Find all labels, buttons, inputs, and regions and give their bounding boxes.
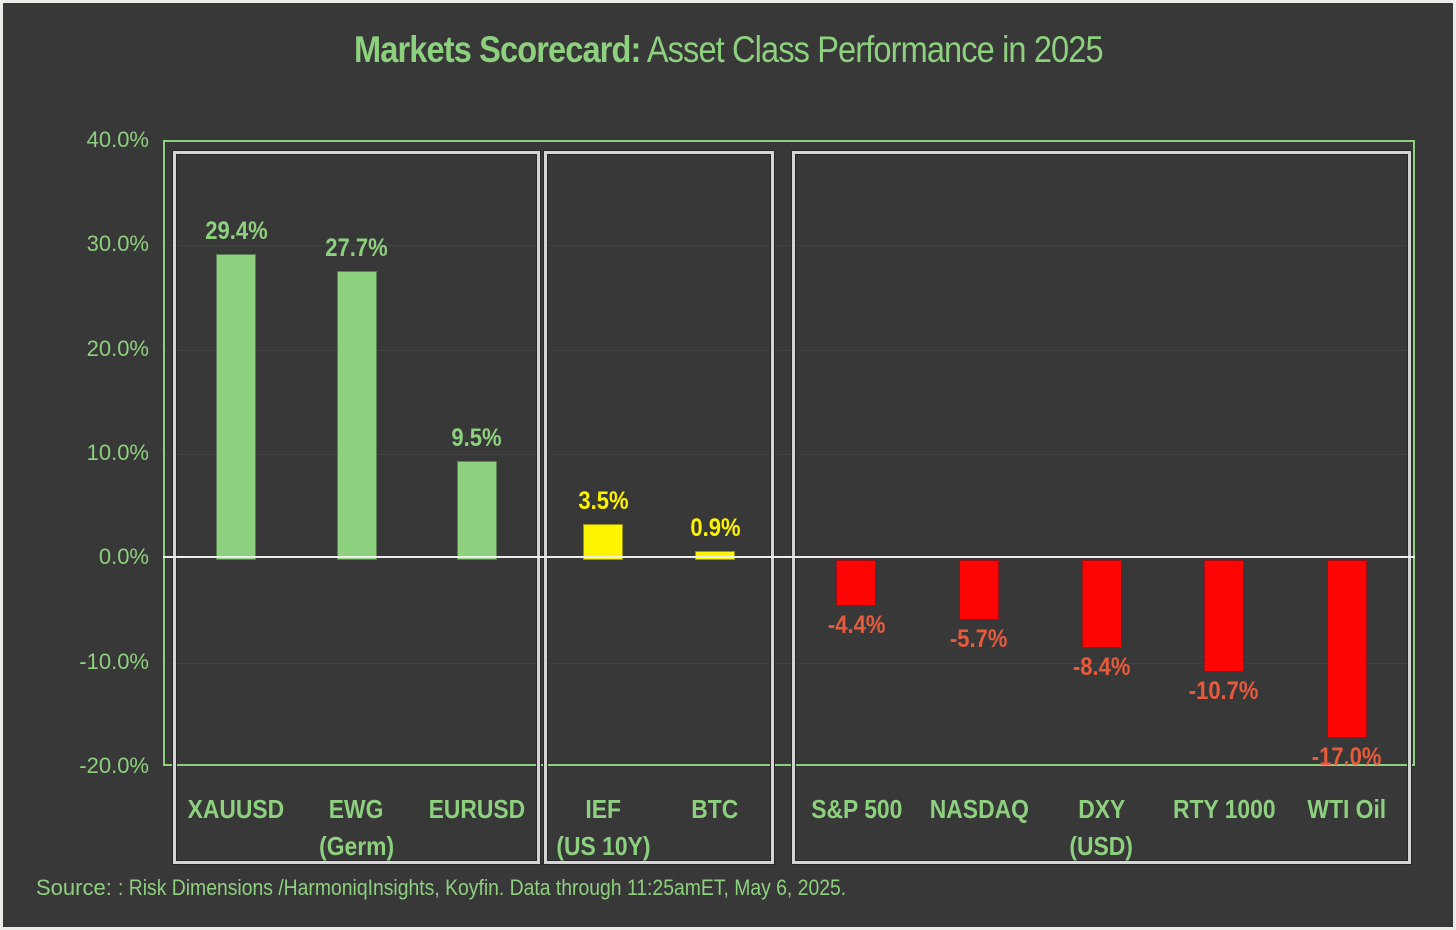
category-line1: IEF	[547, 791, 659, 828]
y-tick-label: -20.0%	[79, 753, 149, 778]
category-label: S&P 500	[795, 791, 918, 828]
y-tick-label: 30.0%	[86, 231, 149, 257]
y-tick-label: 0.0%	[98, 544, 149, 570]
bar-value-label: 0.9%	[645, 513, 785, 543]
category-label: EWG (Germ)	[296, 791, 416, 865]
category-line2: (US 10Y)	[547, 828, 659, 865]
category-label: NASDAQ	[918, 791, 1041, 828]
bar-value-text: -5.7%	[950, 624, 1008, 653]
chart-title-bold: Markets Scorecard:	[353, 29, 641, 70]
source-label: Source:	[36, 875, 118, 900]
category-line1: RTY 1000	[1163, 791, 1286, 828]
bar-dxy	[1081, 560, 1122, 648]
category-label: WTI Oil	[1285, 791, 1408, 828]
category-line1: DXY	[1040, 791, 1163, 828]
bar-value-text: 9.5%	[451, 424, 502, 453]
panel-bonds-crypto: 3.5% IEF (US 10Y) 0.9% BTC	[544, 151, 774, 864]
gridline	[165, 245, 1413, 247]
category-line1: BTC	[659, 791, 771, 828]
category-label: BTC	[659, 791, 771, 828]
bar-wti-oil	[1326, 560, 1367, 738]
category-label: EURUSD	[417, 791, 537, 828]
category-ticker-text: EWG	[329, 794, 384, 824]
bar-value-text: -4.4%	[827, 611, 886, 640]
bar-value-text: 3.5%	[577, 486, 629, 515]
source-text: : Risk Dimensions /HarmoniqInsights, Koy…	[117, 875, 847, 900]
bar-value-label: -8.4%	[1032, 652, 1172, 682]
category-ticker-text: S&P 500	[810, 794, 902, 824]
category-ticker-text: IEF	[585, 794, 621, 824]
bar-eurusd	[456, 461, 497, 561]
bar-btc	[695, 550, 735, 561]
bar-ief	[583, 523, 623, 561]
category-ticker-text: EURUSD	[428, 794, 526, 824]
bar-value-text: -8.4%	[1072, 652, 1131, 681]
chart-title: Markets Scorecard: Asset Class Performan…	[3, 29, 1453, 71]
y-tick-label: 20.0%	[86, 335, 149, 361]
bar-xauusd	[216, 253, 257, 561]
category-ticker-text: BTC	[691, 794, 739, 824]
bar-value-label: 9.5%	[407, 423, 547, 453]
category-line1: EWG	[296, 791, 416, 828]
category-line1: NASDAQ	[918, 791, 1041, 828]
panel-gold-intl-fx: 29.4% XAUUSD 27.7% EWG (Germ) 9.5% EURUSD	[173, 151, 540, 864]
category-line2: (USD)	[1040, 828, 1163, 865]
gridline	[165, 662, 1413, 664]
bar-value-label: -17.0%	[1277, 742, 1417, 772]
bar-value-text: -10.7%	[1189, 676, 1259, 705]
bar-value-text: 27.7%	[325, 234, 388, 263]
bar-value-text: 0.9%	[689, 513, 741, 542]
category-line2: (Germ)	[296, 828, 416, 865]
bar-value-label: -10.7%	[1154, 676, 1294, 706]
bar-value-text: -17.0%	[1311, 742, 1382, 771]
bar-value-label: 29.4%	[166, 216, 306, 246]
gridline	[165, 454, 1413, 455]
category-label: XAUUSD	[176, 791, 296, 828]
category-line1: EURUSD	[417, 791, 537, 828]
y-tick-label: 10.0%	[86, 440, 149, 465]
bar-value-text: 29.4%	[204, 216, 268, 245]
category-label: RTY 1000	[1163, 791, 1286, 828]
bar-value-label: -5.7%	[909, 624, 1049, 654]
category-subtext: (Germ)	[318, 831, 394, 861]
zero-baseline	[163, 556, 1415, 559]
bar-ewg	[336, 271, 377, 561]
category-line1: XAUUSD	[176, 791, 296, 828]
category-label: IEF (US 10Y)	[547, 791, 659, 865]
category-line1: WTI Oil	[1285, 791, 1408, 828]
panel-us-equities-dollar-oil: -4.4% S&P 500 -5.7% NASDAQ -8.4% DXY (USD) -10.…	[792, 151, 1411, 864]
source-note: Source: : Risk Dimensions /HarmoniqInsig…	[36, 875, 945, 901]
y-tick-label: 40.0%	[86, 127, 149, 152]
chart-title-subtitle: Asset Class Performance in 2025	[640, 29, 1103, 70]
plot-area-border	[163, 140, 1415, 766]
gridline	[165, 349, 1413, 351]
category-label: DXY (USD)	[1040, 791, 1163, 865]
category-subtext: (US 10Y)	[555, 831, 651, 861]
category-line1: S&P 500	[795, 791, 918, 828]
bar-value-label: 27.7%	[287, 233, 427, 263]
category-ticker-text: RTY 1000	[1172, 794, 1276, 824]
bar-s-p-500	[836, 560, 877, 607]
bar-rty-1000	[1204, 560, 1245, 672]
category-ticker-text: NASDAQ	[929, 794, 1029, 824]
category-ticker-text: XAUUSD	[187, 794, 285, 824]
bar-value-label: 3.5%	[533, 486, 673, 516]
category-ticker-text: WTI Oil	[1307, 794, 1387, 824]
category-subtext: (USD)	[1069, 831, 1134, 861]
bar-value-label: -4.4%	[786, 610, 926, 640]
category-ticker-text: DXY	[1077, 794, 1126, 824]
y-tick-label: -10.0%	[79, 648, 149, 674]
bar-nasdaq	[958, 560, 999, 620]
